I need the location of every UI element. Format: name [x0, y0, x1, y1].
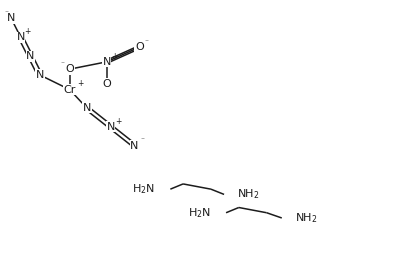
Text: ⁻: ⁻: [60, 59, 64, 68]
Text: N: N: [7, 13, 16, 23]
Text: ⁻: ⁻: [4, 8, 8, 17]
Text: ⁻: ⁻: [140, 135, 144, 144]
Text: H$_2$N: H$_2$N: [188, 206, 211, 220]
Text: N: N: [102, 57, 111, 67]
Text: N: N: [35, 70, 44, 80]
Text: ⁻: ⁻: [144, 37, 148, 46]
Text: Cr: Cr: [63, 85, 76, 95]
Text: N: N: [16, 32, 25, 42]
Text: NH$_2$: NH$_2$: [295, 211, 317, 225]
Text: +: +: [111, 52, 118, 61]
Text: +: +: [77, 79, 83, 88]
Text: +: +: [25, 27, 31, 36]
Text: +: +: [115, 117, 122, 125]
Text: O: O: [102, 79, 111, 89]
Text: O: O: [135, 42, 144, 52]
Text: NH$_2$: NH$_2$: [237, 188, 259, 201]
Text: N: N: [130, 141, 139, 151]
Text: N: N: [26, 51, 35, 61]
Text: N: N: [106, 122, 115, 132]
Text: H$_2$N: H$_2$N: [132, 182, 155, 196]
Text: O: O: [65, 64, 74, 74]
Text: N: N: [82, 103, 91, 113]
